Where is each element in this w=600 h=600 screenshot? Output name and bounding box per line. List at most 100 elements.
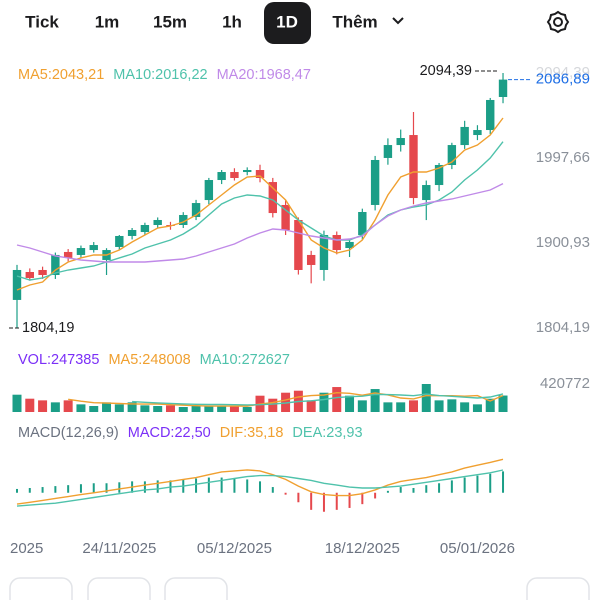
candle-body [63,251,73,258]
macd-legend: MACD:22,50 [128,425,211,441]
candle-body [486,99,495,131]
candle-body [243,170,252,173]
timeframe-tab[interactable]: 1h [222,12,242,31]
volume-bar [306,400,316,412]
volume-bar [332,387,342,412]
candle-body [255,170,265,178]
volume-bar [102,402,112,412]
candle-body [204,180,214,201]
candle-body [115,235,124,247]
macd-bar [463,477,466,493]
x-tick-label: 05/01/2026 [440,540,515,557]
timeframe-tab[interactable]: Thêm [332,12,377,31]
macd-bar [348,492,351,508]
high-label: 2094,39 [420,63,472,79]
ma-line [16,117,504,291]
macd-bar [156,480,159,493]
candle-body [319,235,329,270]
volume-bar [485,398,495,412]
candle-body [281,204,290,231]
macd-bar [335,492,338,510]
volume-bar [434,400,444,412]
macd-bar [259,481,262,493]
candle-body [345,241,354,249]
macd-line-legend: DEA:23,93 [292,425,362,441]
y-tick-label: 2094,39 [536,64,590,81]
volume-bar [447,399,457,412]
candle-body [179,214,188,225]
macd-bar [246,479,249,493]
macd-bar [105,483,108,493]
macd-bar [502,471,505,493]
volume-bar [127,402,137,412]
candle-body [89,245,98,251]
macd-title: MACD(12,26,9) [18,425,119,441]
candle-body [25,272,34,278]
volume-bar [153,406,163,412]
macd-bar [79,484,82,493]
volume-bar [383,402,393,412]
candle-body [268,182,277,214]
volume-bar [12,394,22,412]
low-label: 1804,19 [22,320,74,336]
candle-body [191,203,201,218]
candle-body [12,269,22,300]
timeframe-tab[interactable]: 15m [153,12,187,31]
volume-bar [217,406,227,412]
vol-ma-legend: MA10:272627 [200,352,290,368]
more-chevron[interactable] [392,17,404,25]
timeframe-tab[interactable]: 1m [95,12,120,31]
macd-bar [386,490,389,493]
macd-bar [41,487,44,493]
vol-ma-line [68,391,504,407]
candle-body [51,254,60,275]
ma-legend: MA10:2016,22 [113,67,207,83]
macd-bar [271,487,274,493]
volume-bar [396,402,406,412]
macd-bar [374,492,377,499]
candle-body [498,79,508,97]
toolbar-button[interactable] [9,577,73,600]
macd-bar [489,473,492,493]
candle-body [370,159,380,205]
candle-body [396,138,405,146]
candle-body [383,145,393,158]
toolbar-button[interactable] [87,577,151,600]
macd-bar [438,483,441,493]
active-tab-bg [264,2,311,44]
y-tick-label: 1900,93 [536,234,590,251]
volume-bar [268,398,278,412]
candle-body [217,172,226,181]
toolbar-button[interactable] [164,577,228,600]
x-tick-label: 05/12/2025 [197,540,272,557]
candle-body [38,269,47,275]
x-tick-label: 24/11/2025 [82,540,156,557]
macd-bar [28,488,31,493]
ma-line [16,141,504,281]
candle-body [473,130,482,136]
macd-bar [476,475,479,493]
volume-bar [460,402,470,412]
settings-icon[interactable] [546,10,570,34]
macd-line-legend: DIF:35,18 [220,425,284,441]
macd-bar [233,478,236,493]
volume-bar [229,406,239,412]
ma-legend: MA5:2043,21 [18,67,104,83]
vol-ma-line [132,393,504,406]
volume-bar [178,407,188,412]
volume-bar [498,395,508,412]
macd-bar [207,477,210,493]
candle-body [422,185,431,201]
candle-body [140,225,150,233]
timeframe-tab[interactable]: Tick [25,12,59,31]
toolbar-button[interactable] [526,577,590,600]
macd-bar [322,492,325,512]
macd-bar [143,481,146,493]
volume-bar [50,402,60,412]
macd-bar [118,482,121,493]
macd-bar [425,485,428,493]
candle-body [76,248,86,255]
volume-bar [38,400,48,412]
timeframe-tab[interactable]: 1D [276,12,298,31]
macd-line [16,469,504,507]
